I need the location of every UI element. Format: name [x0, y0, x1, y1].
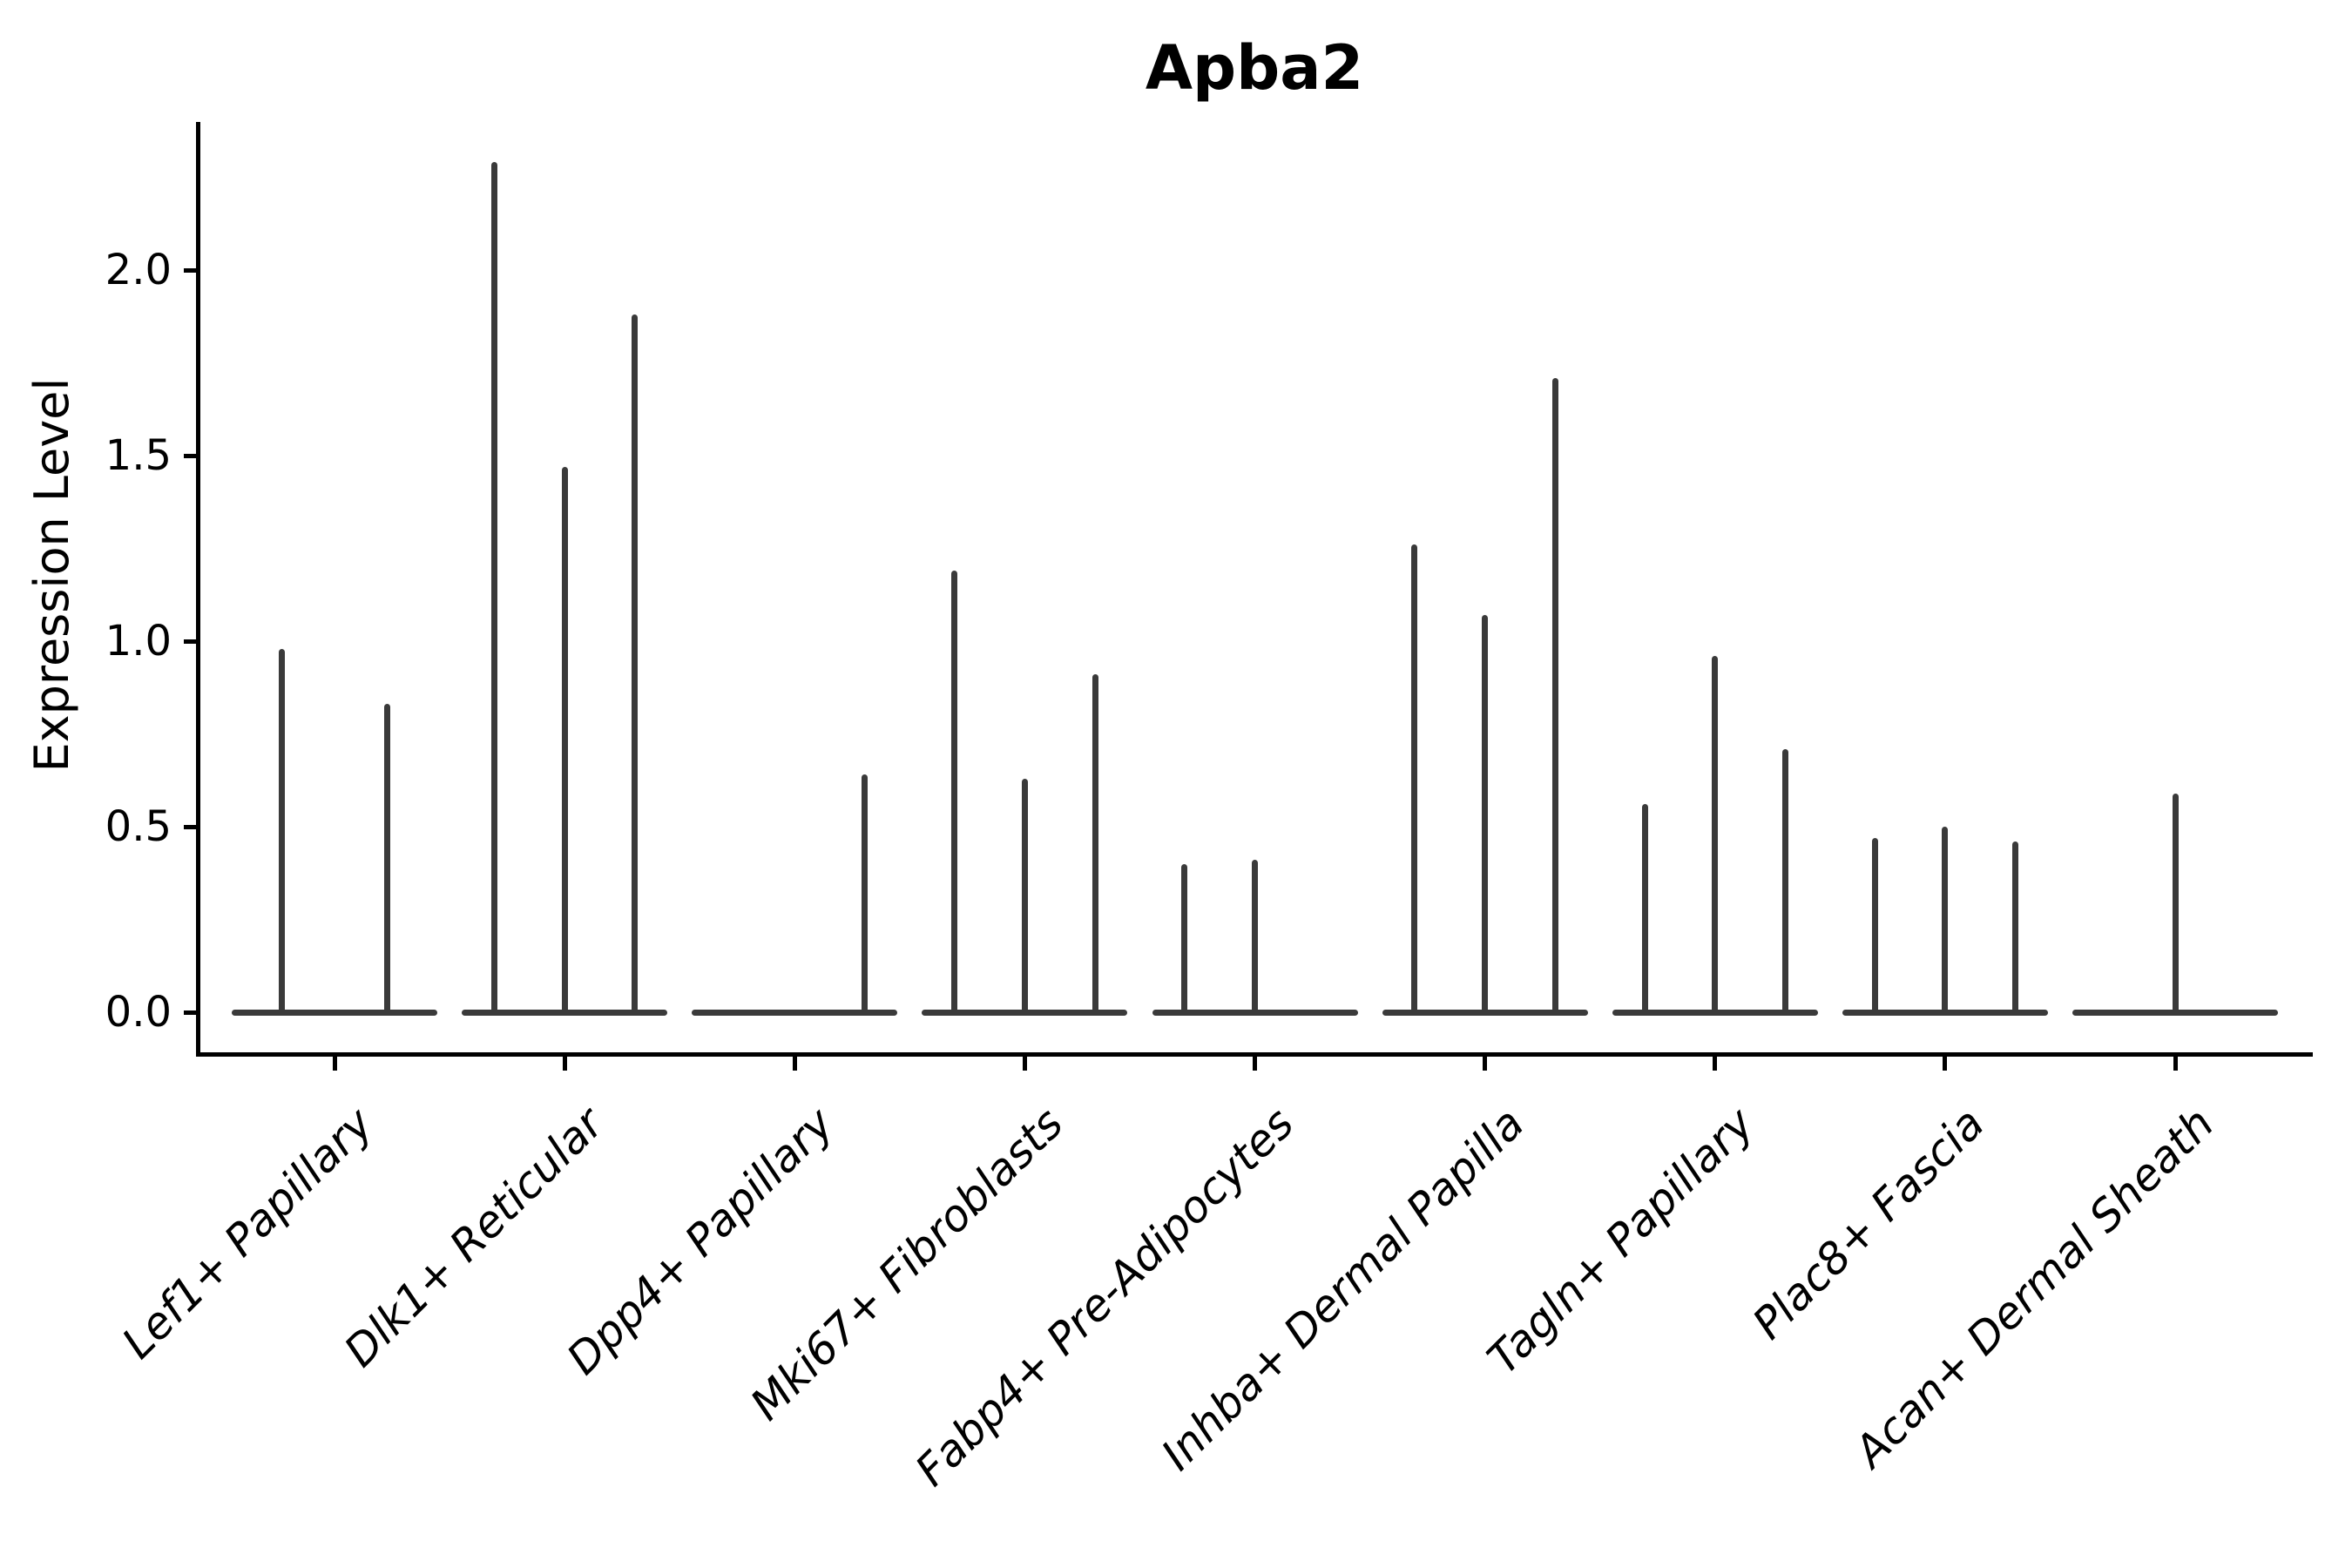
x-tick [332, 1057, 337, 1071]
y-tick [184, 824, 196, 829]
y-axis-label: Expression Level [24, 377, 79, 773]
y-tick-label: 1.0 [105, 617, 172, 666]
violin-baseline [692, 1009, 898, 1016]
x-tick [1483, 1057, 1488, 1071]
y-tick [184, 1010, 196, 1015]
y-tick [184, 639, 196, 644]
y-axis-spine [196, 122, 200, 1057]
violin-spike [632, 314, 639, 1015]
violin-spike [1181, 863, 1188, 1015]
x-tick [2173, 1057, 2178, 1071]
violin-spike [2012, 841, 2019, 1015]
x-tick [1022, 1057, 1027, 1071]
violin-spike [1021, 778, 1028, 1015]
x-tick-label: Plac8+ Fascia [1742, 1098, 1994, 1349]
x-tick [792, 1057, 797, 1071]
x-tick [1943, 1057, 1948, 1071]
violin-spike [1092, 674, 1098, 1015]
x-tick [562, 1057, 567, 1071]
violin-spike [862, 774, 868, 1015]
y-tick-label: 1.5 [105, 431, 172, 480]
x-axis-spine [196, 1052, 2313, 1057]
violin-spike [1411, 544, 1418, 1015]
violin-spike [2172, 793, 2179, 1015]
violin-spike [1712, 656, 1719, 1015]
y-tick-label: 2.0 [105, 246, 172, 294]
violin-spike [561, 466, 568, 1015]
violin-spike [1781, 748, 1788, 1015]
x-tick [1713, 1057, 1718, 1071]
y-tick [184, 267, 196, 273]
violin-spike [1942, 827, 1949, 1015]
x-tick [1253, 1057, 1257, 1071]
violin-spike [490, 162, 497, 1015]
violin-spike [1252, 860, 1258, 1015]
violin-spike [1641, 804, 1648, 1015]
y-tick [184, 453, 196, 458]
violin-spike [951, 571, 958, 1015]
violin-baseline [232, 1009, 437, 1016]
x-tick-label: Lef1+ Papillary [112, 1098, 383, 1369]
violin-spike [1871, 837, 1878, 1015]
x-tick-label: Fabp4+ Pre-Adipocytes [905, 1098, 1304, 1497]
plot-title: Apba2 [1145, 32, 1364, 104]
violin-spike [1482, 615, 1489, 1015]
y-tick-label: 0.5 [105, 802, 172, 851]
violin-spike [1551, 377, 1558, 1015]
violin-spike [279, 648, 285, 1015]
violin-spike [384, 704, 390, 1015]
y-tick-label: 0.0 [105, 988, 172, 1037]
